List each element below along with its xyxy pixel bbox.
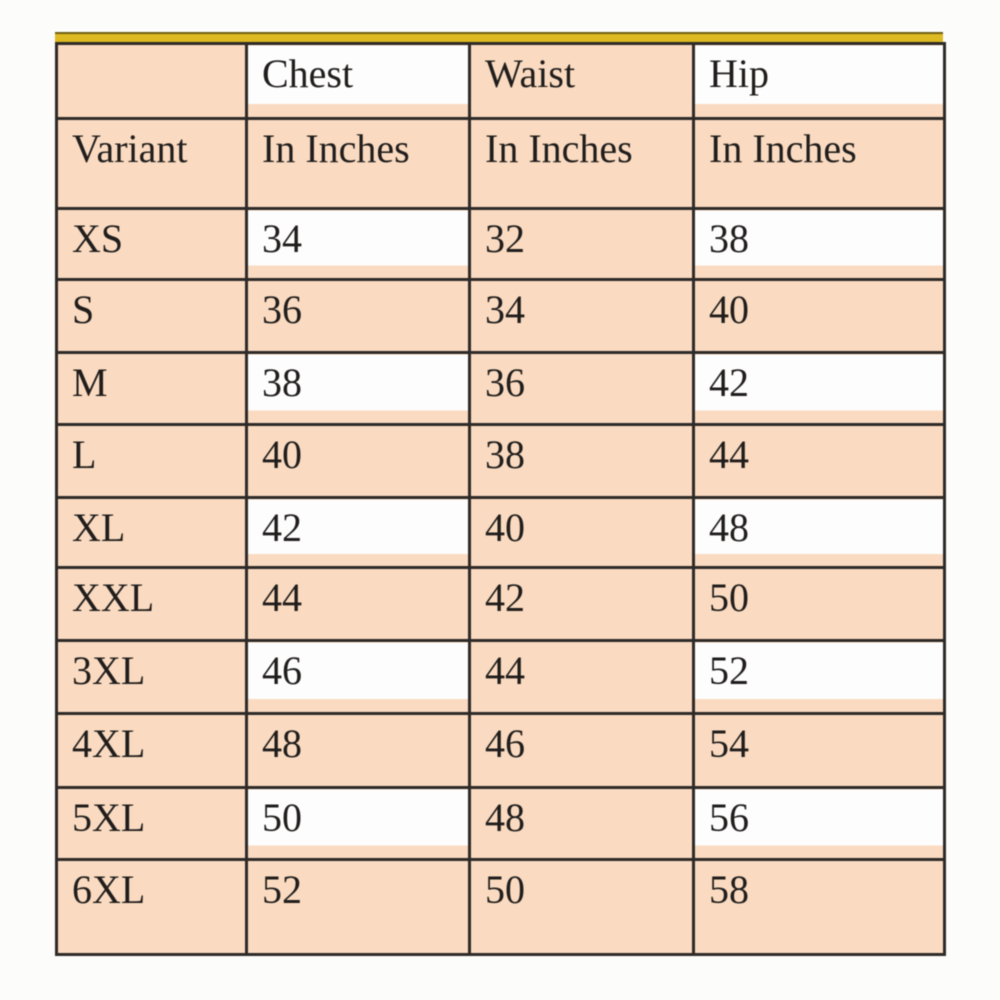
variant-cell: L (55, 423, 248, 499)
table-row-5xl: 5XL 50 48 56 (55, 786, 946, 861)
table-row-xs: XS 34 32 38 (55, 207, 946, 281)
chest-cell: 36 (245, 278, 471, 354)
waist-unit-label: In Inches (468, 117, 695, 210)
hip-cell: 54 (692, 712, 946, 789)
table-row-4xl: 4XL 48 46 54 (55, 712, 946, 789)
table-row-m: M 38 36 42 (55, 351, 946, 426)
waist-cell: 36 (468, 351, 695, 426)
table-row-l: L 40 38 44 (55, 423, 946, 499)
variant-cell: XL (55, 496, 248, 569)
header-row-units: Variant In Inches In Inches In Inches (55, 117, 946, 210)
table-row-xxl: XXL 44 42 50 (55, 566, 946, 642)
column-header-hip: Hip (692, 42, 946, 120)
waist-cell: 50 (468, 858, 695, 956)
waist-cell: 34 (468, 278, 695, 354)
column-header-chest: Chest (245, 42, 471, 120)
hip-cell: 42 (692, 351, 946, 426)
hip-cell: 52 (692, 639, 946, 715)
waist-cell: 42 (468, 566, 695, 642)
waist-cell: 40 (468, 496, 695, 569)
waist-cell: 48 (468, 786, 695, 861)
hip-cell: 56 (692, 786, 946, 861)
hip-cell: 40 (692, 278, 946, 354)
waist-cell: 46 (468, 712, 695, 789)
chest-cell: 40 (245, 423, 471, 499)
chest-cell: 52 (245, 858, 471, 956)
size-chart-table: Chest Waist Hip Variant In Inches In Inc… (55, 42, 946, 956)
table-row-xl: XL 42 40 48 (55, 496, 946, 569)
chest-cell: 48 (245, 712, 471, 789)
header-row-measures: Chest Waist Hip (55, 42, 946, 120)
table-row-3xl: 3XL 46 44 52 (55, 639, 946, 715)
variant-cell: 5XL (55, 786, 248, 861)
waist-cell: 38 (468, 423, 695, 499)
table-row-s: S 36 34 40 (55, 278, 946, 354)
variant-cell: 3XL (55, 639, 248, 715)
variant-cell: S (55, 278, 248, 354)
hip-cell: 58 (692, 858, 946, 956)
table-row-6xl: 6XL 52 50 58 (55, 858, 946, 956)
header-cell-blank (55, 42, 248, 120)
hip-cell: 38 (692, 207, 946, 281)
hip-cell: 50 (692, 566, 946, 642)
chest-cell: 50 (245, 786, 471, 861)
chest-cell: 42 (245, 496, 471, 569)
variant-cell: M (55, 351, 248, 426)
hip-cell: 48 (692, 496, 946, 569)
chest-unit-label: In Inches (245, 117, 471, 210)
variant-cell: XXL (55, 566, 248, 642)
variant-cell: XS (55, 207, 248, 281)
chest-cell: 34 (245, 207, 471, 281)
chest-cell: 46 (245, 639, 471, 715)
column-header-variant: Variant (55, 117, 248, 210)
chest-cell: 44 (245, 566, 471, 642)
waist-cell: 44 (468, 639, 695, 715)
variant-cell: 4XL (55, 712, 248, 789)
chest-cell: 38 (245, 351, 471, 426)
waist-cell: 32 (468, 207, 695, 281)
hip-cell: 44 (692, 423, 946, 499)
column-header-waist: Waist (468, 42, 695, 120)
gold-accent-bar (55, 32, 943, 42)
hip-unit-label: In Inches (692, 117, 946, 210)
variant-cell: 6XL (55, 858, 248, 956)
